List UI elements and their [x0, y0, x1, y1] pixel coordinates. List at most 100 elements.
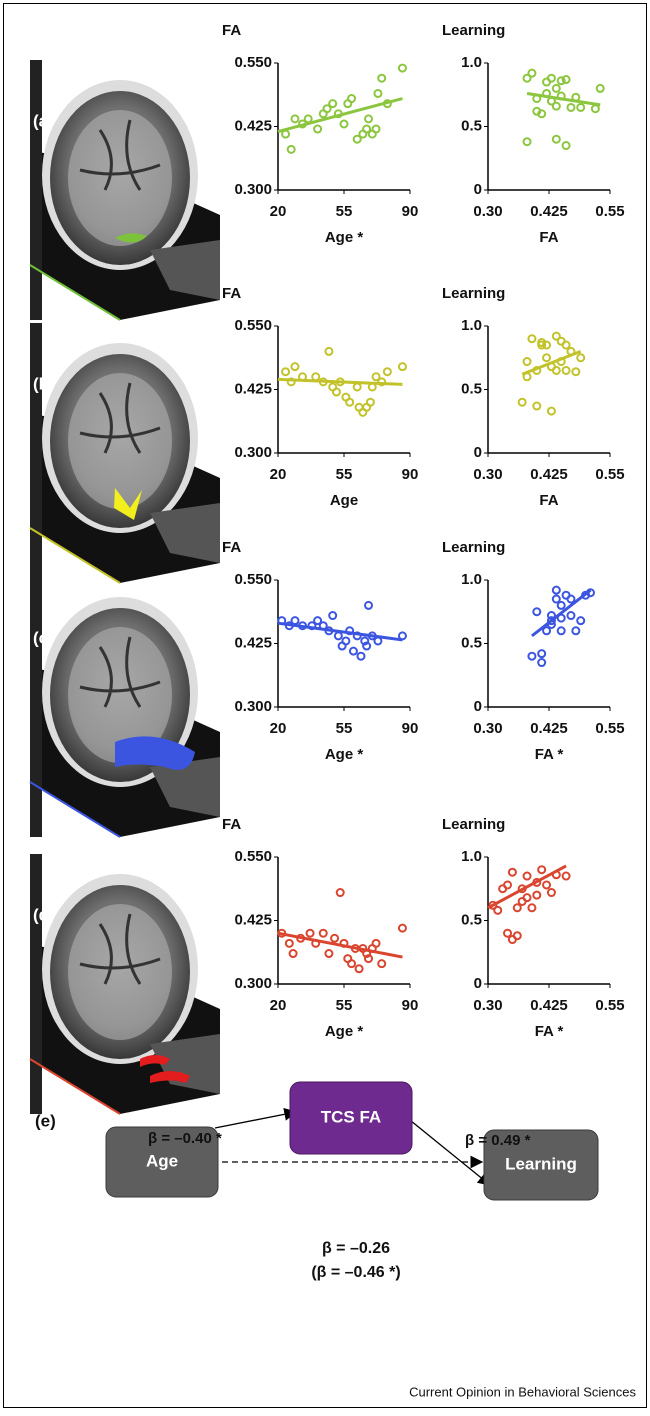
data-point: [567, 104, 574, 111]
data-point: [528, 335, 535, 342]
panel-label: (c): [33, 628, 54, 647]
x-tick-label: 20: [270, 203, 287, 220]
data-point: [538, 650, 545, 657]
y-tick-label: 0.550: [234, 848, 272, 865]
data-point: [374, 637, 381, 644]
data-point: [528, 904, 535, 911]
x-axis-title: FA *: [535, 1023, 564, 1040]
trend-line: [278, 623, 402, 640]
edge-label: (β = –0.46 *): [311, 1264, 400, 1281]
edge-label: β = –0.26: [322, 1240, 390, 1257]
y-tick-label: 0.425: [234, 117, 272, 134]
data-point: [514, 904, 521, 911]
data-point: [524, 358, 531, 365]
data-point: [341, 120, 348, 127]
data-point: [357, 653, 364, 660]
data-point: [533, 608, 540, 615]
data-point: [524, 894, 531, 901]
y-tick-label: 0.5: [461, 380, 482, 397]
data-point: [356, 965, 363, 972]
y-tick-label: 0.300: [234, 181, 272, 198]
data-point: [342, 637, 349, 644]
y-tick-label: 0.425: [234, 380, 272, 397]
y-tick-label: 1.0: [461, 317, 482, 334]
x-tick-label: 0.425: [530, 720, 568, 737]
y-axis-title: FA: [222, 22, 241, 39]
y-tick-label: 0.5: [461, 911, 482, 928]
y-tick-label: 0.5: [461, 634, 482, 651]
data-point: [563, 367, 570, 374]
y-tick-label: 0: [474, 444, 482, 461]
x-axis-title: FA *: [535, 746, 564, 763]
x-tick-label: 90: [402, 997, 419, 1014]
mediation-diagram: TCS FA Age Learning β = –0.40 * β = 0.49…: [106, 1082, 598, 1281]
data-point: [563, 873, 570, 880]
data-point: [524, 873, 531, 880]
x-tick-label: 55: [336, 997, 353, 1014]
data-point: [291, 115, 298, 122]
y-tick-label: 1.0: [461, 54, 482, 71]
data-point: [337, 889, 344, 896]
data-point: [592, 105, 599, 112]
data-point: [504, 930, 511, 937]
x-tick-label: 20: [270, 997, 287, 1014]
data-point: [305, 115, 312, 122]
x-tick-label: 0.55: [595, 203, 624, 220]
x-tick-label: 90: [402, 203, 419, 220]
data-point: [563, 342, 570, 349]
y-tick-label: 0.550: [234, 54, 272, 71]
y-tick-label: 0: [474, 698, 482, 715]
brain-image-a: [30, 60, 220, 320]
y-tick-label: 0.550: [234, 317, 272, 334]
data-point: [365, 115, 372, 122]
data-point: [325, 950, 332, 957]
data-point: [312, 373, 319, 380]
data-point: [567, 612, 574, 619]
x-tick-label: 0.30: [473, 203, 502, 220]
figure: (a) (b) (c) (d) (e) TCS FA Age Learning …: [0, 0, 650, 1411]
data-point: [365, 602, 372, 609]
y-tick-label: 0.300: [234, 444, 272, 461]
data-point: [509, 869, 516, 876]
y-axis-title: FA: [222, 539, 241, 556]
x-tick-label: 90: [402, 720, 419, 737]
y-tick-label: 0: [474, 975, 482, 992]
data-point: [514, 932, 521, 939]
data-point: [504, 881, 511, 888]
x-axis-title: FA: [539, 229, 558, 246]
x-tick-label: 0.55: [595, 466, 624, 483]
data-point: [291, 617, 298, 624]
data-point: [333, 389, 340, 396]
data-point: [331, 935, 338, 942]
y-tick-label: 0.300: [234, 975, 272, 992]
y-axis-title: Learning: [442, 22, 505, 39]
data-point: [533, 403, 540, 410]
data-point: [563, 142, 570, 149]
data-point: [307, 930, 314, 937]
data-point: [348, 960, 355, 967]
y-tick-label: 0: [474, 181, 482, 198]
data-point: [548, 408, 555, 415]
data-point: [572, 627, 579, 634]
data-point: [553, 596, 560, 603]
y-tick-label: 1.0: [461, 571, 482, 588]
data-point: [399, 925, 406, 932]
data-point: [494, 907, 501, 914]
data-point: [282, 368, 289, 375]
node-label: TCS FA: [321, 1107, 381, 1126]
brain-image-d: [30, 854, 220, 1114]
x-tick-label: 0.55: [595, 720, 624, 737]
y-tick-label: 0.5: [461, 117, 482, 134]
panel-label: (e): [35, 1111, 56, 1130]
data-point: [567, 596, 574, 603]
data-point: [346, 399, 353, 406]
data-point: [354, 383, 361, 390]
x-axis-title: Age *: [325, 746, 364, 763]
data-point: [577, 354, 584, 361]
data-point: [524, 138, 531, 145]
y-axis-title: Learning: [442, 539, 505, 556]
data-point: [399, 65, 406, 72]
x-tick-label: 55: [336, 720, 353, 737]
x-tick-label: 0.425: [530, 203, 568, 220]
x-axis-title: Age: [330, 492, 358, 509]
